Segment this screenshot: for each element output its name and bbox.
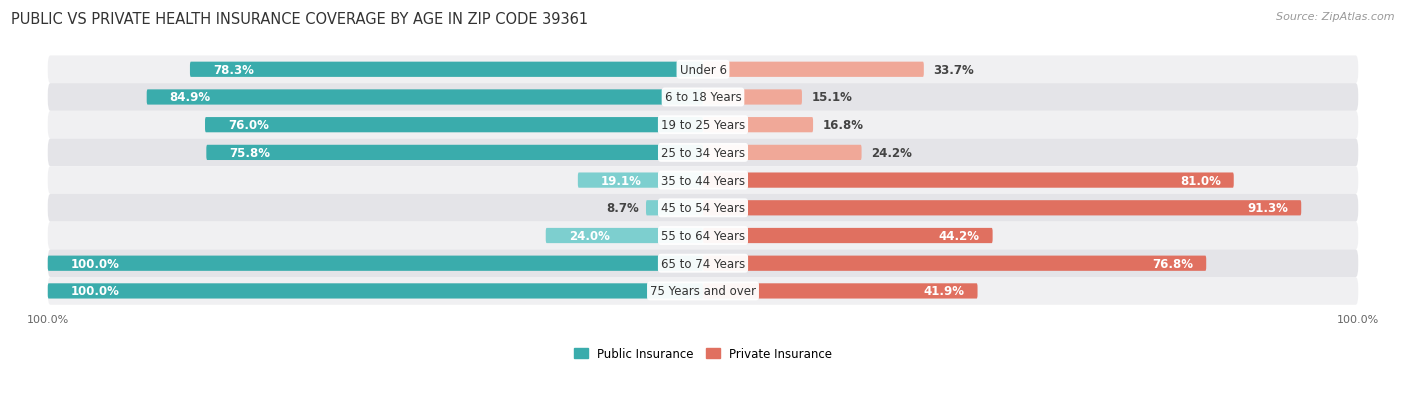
Text: 100.0%: 100.0% [70, 285, 120, 298]
Text: 25 to 34 Years: 25 to 34 Years [661, 147, 745, 159]
FancyBboxPatch shape [48, 250, 1358, 278]
Text: 8.7%: 8.7% [607, 202, 640, 215]
FancyBboxPatch shape [190, 62, 703, 78]
Text: Under 6: Under 6 [679, 64, 727, 76]
FancyBboxPatch shape [546, 228, 703, 244]
Text: 76.0%: 76.0% [228, 119, 269, 132]
FancyBboxPatch shape [645, 201, 703, 216]
Text: 45 to 54 Years: 45 to 54 Years [661, 202, 745, 215]
Text: 33.7%: 33.7% [934, 64, 974, 76]
Text: PUBLIC VS PRIVATE HEALTH INSURANCE COVERAGE BY AGE IN ZIP CODE 39361: PUBLIC VS PRIVATE HEALTH INSURANCE COVER… [11, 12, 588, 27]
FancyBboxPatch shape [48, 56, 1358, 84]
FancyBboxPatch shape [48, 139, 1358, 167]
Text: 78.3%: 78.3% [212, 64, 253, 76]
Text: 6 to 18 Years: 6 to 18 Years [665, 91, 741, 104]
FancyBboxPatch shape [207, 145, 703, 161]
FancyBboxPatch shape [205, 118, 703, 133]
Text: 55 to 64 Years: 55 to 64 Years [661, 230, 745, 242]
Text: 41.9%: 41.9% [924, 285, 965, 298]
FancyBboxPatch shape [146, 90, 703, 105]
FancyBboxPatch shape [703, 62, 924, 78]
Text: 24.0%: 24.0% [568, 230, 610, 242]
FancyBboxPatch shape [48, 222, 1358, 250]
FancyBboxPatch shape [48, 112, 1358, 139]
Text: 19.1%: 19.1% [600, 174, 641, 187]
Text: 91.3%: 91.3% [1247, 202, 1288, 215]
Text: 44.2%: 44.2% [939, 230, 980, 242]
Text: 35 to 44 Years: 35 to 44 Years [661, 174, 745, 187]
Text: 19 to 25 Years: 19 to 25 Years [661, 119, 745, 132]
Text: 65 to 74 Years: 65 to 74 Years [661, 257, 745, 270]
FancyBboxPatch shape [48, 84, 1358, 112]
Text: 16.8%: 16.8% [823, 119, 863, 132]
Text: 15.1%: 15.1% [811, 91, 852, 104]
Text: 75.8%: 75.8% [229, 147, 270, 159]
FancyBboxPatch shape [703, 145, 862, 161]
FancyBboxPatch shape [703, 284, 977, 299]
FancyBboxPatch shape [48, 167, 1358, 195]
FancyBboxPatch shape [48, 256, 703, 271]
Text: 24.2%: 24.2% [872, 147, 912, 159]
FancyBboxPatch shape [703, 173, 1233, 188]
Legend: Public Insurance, Private Insurance: Public Insurance, Private Insurance [574, 347, 832, 360]
FancyBboxPatch shape [703, 118, 813, 133]
FancyBboxPatch shape [48, 195, 1358, 222]
Text: 76.8%: 76.8% [1152, 257, 1194, 270]
Text: 81.0%: 81.0% [1180, 174, 1220, 187]
FancyBboxPatch shape [703, 201, 1301, 216]
FancyBboxPatch shape [578, 173, 703, 188]
FancyBboxPatch shape [703, 228, 993, 244]
FancyBboxPatch shape [703, 90, 801, 105]
Text: 100.0%: 100.0% [70, 257, 120, 270]
FancyBboxPatch shape [48, 284, 703, 299]
Text: Source: ZipAtlas.com: Source: ZipAtlas.com [1277, 12, 1395, 22]
FancyBboxPatch shape [48, 278, 1358, 305]
Text: 75 Years and over: 75 Years and over [650, 285, 756, 298]
FancyBboxPatch shape [703, 256, 1206, 271]
Text: 84.9%: 84.9% [170, 91, 211, 104]
